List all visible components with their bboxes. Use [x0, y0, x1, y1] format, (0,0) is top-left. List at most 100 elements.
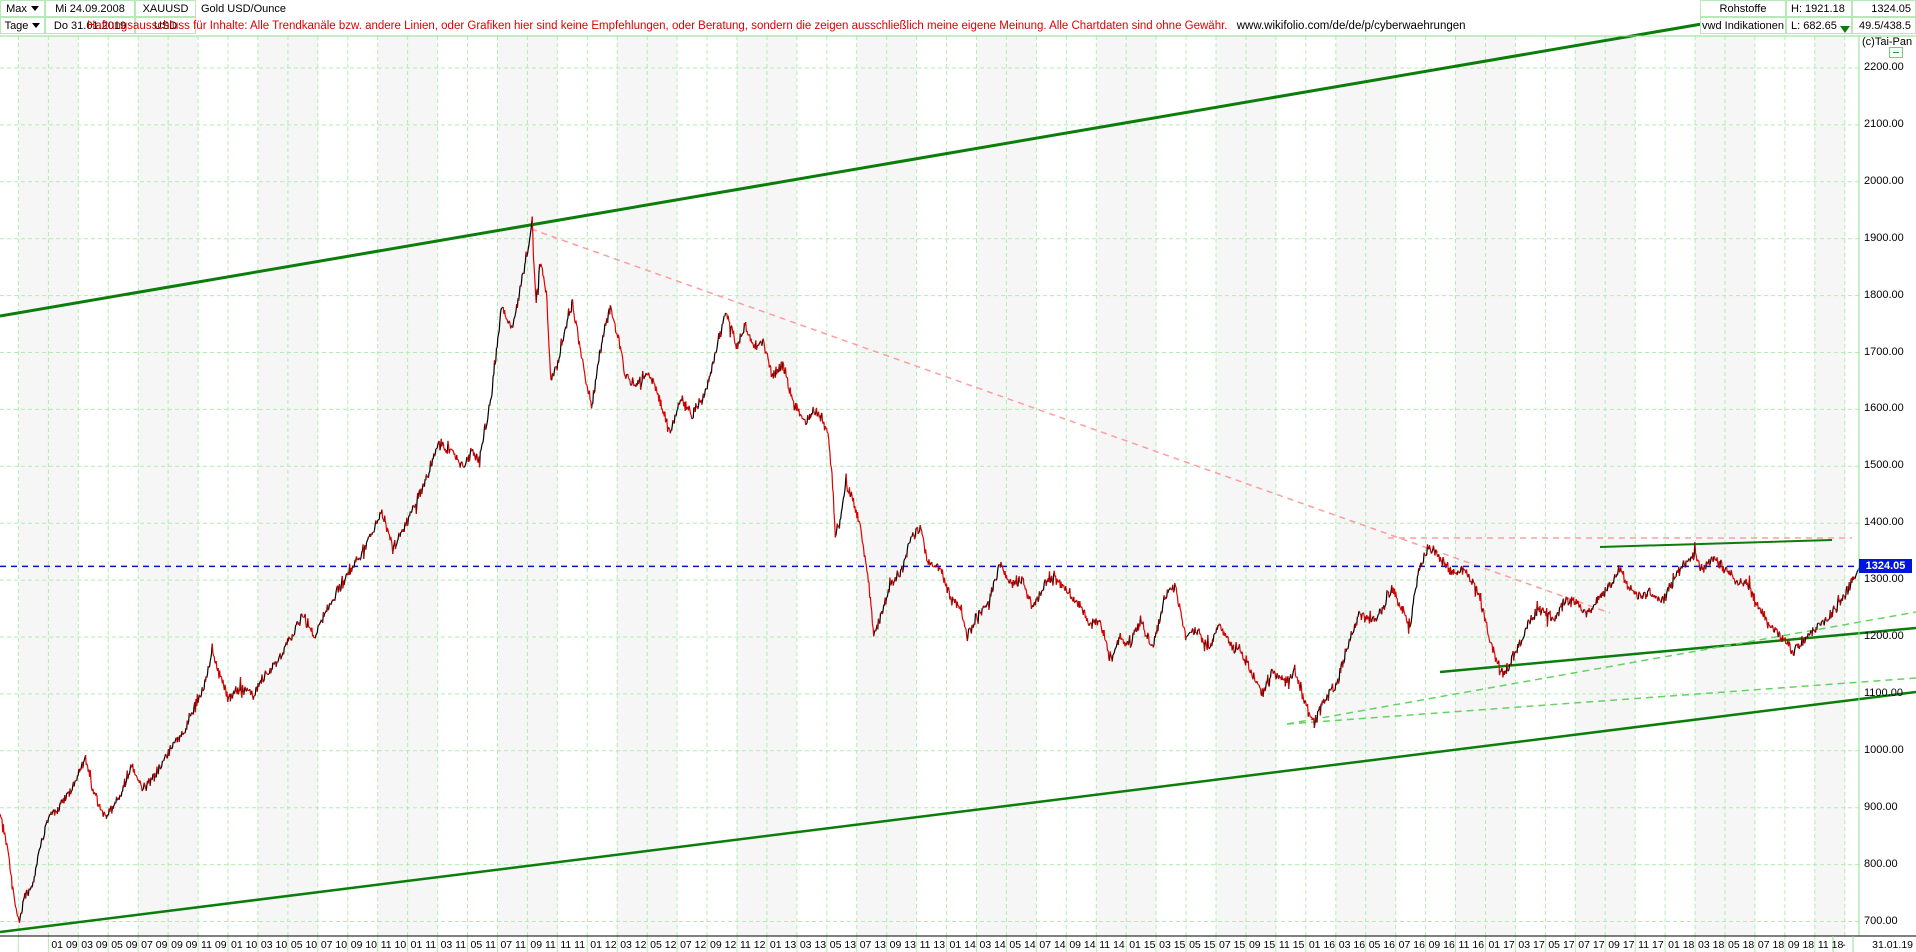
x-axis-label: 05 12 — [650, 939, 677, 951]
wikifolio-link[interactable]: www.wikifolio.com/de/de/p/cyberwaehrunge… — [1236, 20, 1466, 32]
x-axis-label: 01 10 — [230, 939, 258, 951]
x-axis-label: 07 17 — [1578, 939, 1605, 951]
period-label: Tage — [4, 19, 29, 32]
x-axis-label: 01 09 — [51, 939, 78, 951]
chevron-down-icon — [30, 6, 39, 11]
x-axis-label: 11 11 — [560, 939, 586, 951]
x-axis-label: 11 15 — [1278, 939, 1305, 951]
x-axis-label: 09 18 — [1787, 939, 1815, 951]
x-axis-label: 05 11 — [470, 939, 497, 951]
quote-info-panel: Rohstoffe H: 1921.18 1324.05 vwd Indikat… — [1700, 0, 1916, 34]
y-axis-label: 1300.00 — [1864, 573, 1904, 586]
x-axis-label: 05 17 — [1548, 939, 1575, 951]
x-axis-label: 09 16 — [1428, 939, 1455, 951]
y-axis-label: 700.00 — [1864, 914, 1898, 927]
disclaimer: Haftungsausschluss für Inhalte: Alle Tre… — [87, 20, 1466, 32]
x-axis-label: 07 10 — [320, 939, 348, 951]
period-dropdown[interactable]: Tage — [0, 17, 45, 34]
disclaimer-text: Haftungsausschluss für Inhalte: Alle Tre… — [87, 20, 1228, 32]
x-axis-label: 01 16 — [1308, 939, 1336, 951]
x-axis-label: 09 15 — [1248, 939, 1276, 951]
y-axis-label: 1400.00 — [1864, 516, 1904, 529]
end-date-field[interactable]: Do 31.01.2019 — [45, 17, 135, 34]
x-axis-label: 07 12 — [680, 939, 707, 951]
range-period-panel: Max Mi 24.09.2008 XAUUSD Tage Do 31.01.2… — [0, 0, 196, 34]
x-axis-label: 11 18 — [1817, 939, 1844, 951]
y-axis-label: 2200.00 — [1864, 61, 1904, 73]
x-axis-label: 05 15 — [1189, 939, 1216, 951]
x-axis-label: 03 17 — [1518, 939, 1545, 951]
chevron-down-icon — [32, 23, 41, 28]
x-axis-label: 09 14 — [1069, 939, 1096, 951]
x-axis-label: 07 09 — [141, 939, 168, 951]
x-axis-label: 05 16 — [1368, 939, 1395, 951]
x-axis-label: 03 10 — [260, 939, 288, 951]
footer-separator: - — [1842, 939, 1846, 951]
range-dropdown[interactable]: Max — [0, 0, 45, 17]
x-axis-label: 01 15 — [1129, 939, 1156, 951]
x-axis-label: 11 13 — [919, 939, 946, 951]
y-axis-label: 800.00 — [1864, 857, 1898, 870]
last-value: 1324.05 — [1852, 0, 1916, 17]
x-axis-label: 01 14 — [949, 939, 976, 951]
y-axis-label: 1500.00 — [1864, 459, 1904, 472]
y-axis-label: 1900.00 — [1864, 231, 1904, 244]
source-label: vwd Indikationen — [1700, 17, 1786, 34]
x-axis-label: 01 13 — [769, 939, 797, 951]
x-axis-label: 03 09 — [81, 939, 108, 951]
instrument-name: Gold USD/Ounce — [201, 3, 286, 15]
x-axis-label: 03 11 — [440, 939, 467, 951]
x-axis-label: 03 16 — [1338, 939, 1366, 951]
x-axis-label: 07 14 — [1039, 939, 1066, 951]
extra-value: 49.5/438.5 — [1852, 17, 1916, 34]
x-axis-label: 09 17 — [1608, 939, 1635, 951]
footer-end-date: 31.01.19 — [1872, 939, 1913, 951]
category-label: Rohstoffe — [1700, 0, 1786, 17]
range-label: Max — [6, 2, 27, 15]
y-axis-label: 1600.00 — [1864, 402, 1904, 415]
x-axis-label: 03 14 — [979, 939, 1006, 951]
x-axis-label: 07 15 — [1219, 939, 1246, 951]
x-axis-label: 07 13 — [859, 939, 886, 951]
x-axis-label: 01 12 — [590, 939, 617, 951]
x-axis-label: 03 13 — [799, 939, 827, 951]
x-axis-label: 07 18 — [1757, 939, 1785, 951]
x-axis-label: 05 18 — [1727, 939, 1755, 951]
y-axis-label: 1100.00 — [1864, 686, 1903, 699]
last-price-badge: 1324.05 — [1859, 559, 1912, 574]
x-axis-label: 03 15 — [1159, 939, 1186, 951]
x-axis-label: 05 09 — [111, 939, 138, 951]
x-axis-label: 09 09 — [171, 939, 198, 951]
x-axis-label: 09 13 — [889, 939, 916, 951]
low-value: L: 682.65 — [1786, 17, 1852, 34]
x-axis-label: 09 11 — [530, 939, 556, 951]
x-axis-label: 05 14 — [1009, 939, 1036, 951]
x-axis-label: 11 17 — [1638, 939, 1664, 951]
minus-icon — [1893, 52, 1899, 53]
x-axis-label: 05 13 — [829, 939, 857, 951]
collapse-button[interactable] — [1889, 47, 1903, 58]
x-axis-label: 03 12 — [620, 939, 647, 951]
y-axis-label: 900.00 — [1864, 800, 1898, 813]
x-axis-label: 01 18 — [1668, 939, 1695, 951]
y-axis-label: 2100.00 — [1864, 117, 1904, 130]
high-value: H: 1921.18 — [1786, 0, 1852, 17]
symbol-field[interactable]: XAUUSD — [135, 0, 196, 17]
x-axis-label: 11 14 — [1099, 939, 1125, 951]
x-axis-label: 07 11 — [500, 939, 526, 951]
x-axis-label: 11 10 — [380, 939, 407, 951]
start-date-field[interactable]: Mi 24.09.2008 — [45, 0, 135, 17]
x-axis-label: 01 17 — [1488, 939, 1515, 951]
y-axis-label: 2000.00 — [1864, 174, 1904, 187]
y-axis-label: 1000.00 — [1864, 743, 1904, 756]
currency-field[interactable]: USD — [135, 17, 196, 34]
y-axis-label: 1800.00 — [1864, 288, 1904, 301]
x-axis-label: 01 11 — [410, 939, 437, 951]
y-axis-label: 1700.00 — [1864, 345, 1904, 358]
x-axis-label: 07 16 — [1398, 939, 1425, 951]
x-axis-label: 11 12 — [739, 939, 766, 951]
y-axis-label: 1200.00 — [1864, 630, 1904, 642]
x-axis-label: 09 12 — [710, 939, 737, 951]
x-axis-label: 05 10 — [290, 939, 318, 951]
